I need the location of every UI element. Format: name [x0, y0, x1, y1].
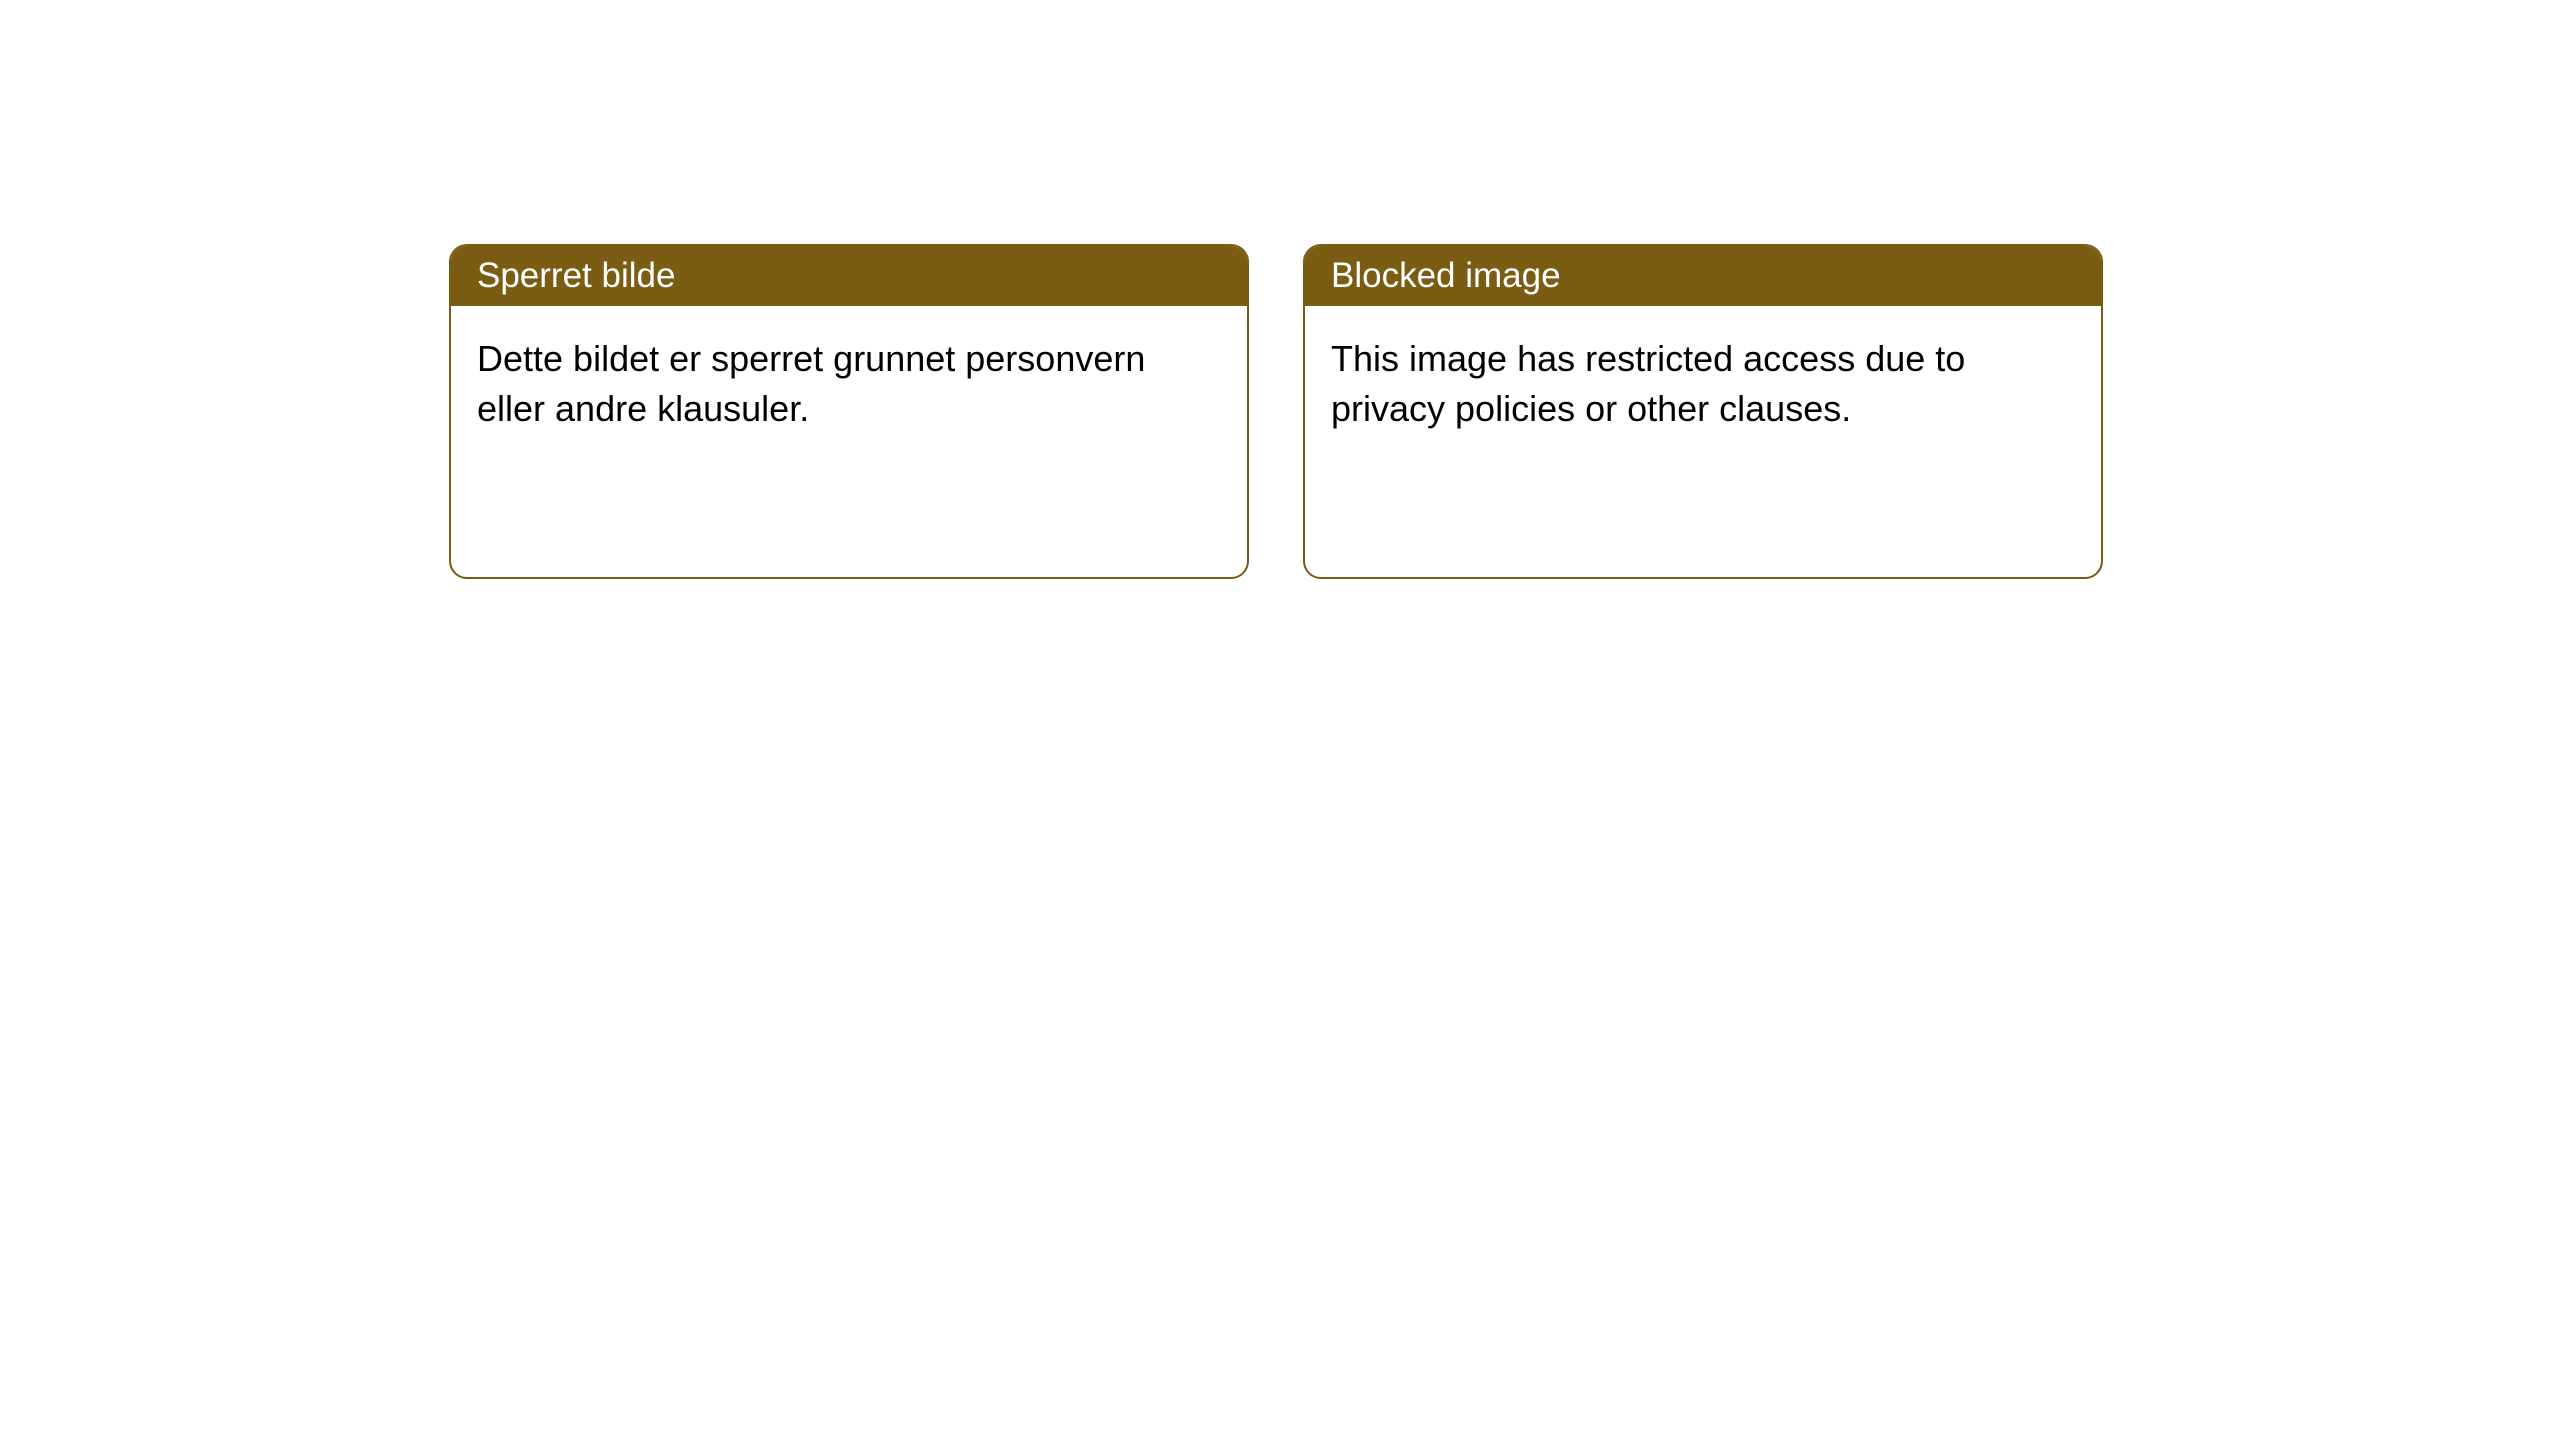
notice-box-english: Blocked image This image has restricted … [1303, 244, 2103, 579]
notice-body-text: Dette bildet er sperret grunnet personve… [477, 338, 1145, 429]
notice-header: Blocked image [1305, 246, 2101, 306]
notice-box-norwegian: Sperret bilde Dette bildet er sperret gr… [449, 244, 1249, 579]
notice-title: Sperret bilde [477, 256, 675, 295]
notice-container: Sperret bilde Dette bildet er sperret gr… [0, 0, 2560, 579]
notice-body: This image has restricted access due to … [1305, 306, 2101, 463]
notice-body: Dette bildet er sperret grunnet personve… [451, 306, 1247, 463]
notice-title: Blocked image [1331, 256, 1561, 295]
notice-header: Sperret bilde [451, 246, 1247, 306]
notice-body-text: This image has restricted access due to … [1331, 338, 1965, 429]
